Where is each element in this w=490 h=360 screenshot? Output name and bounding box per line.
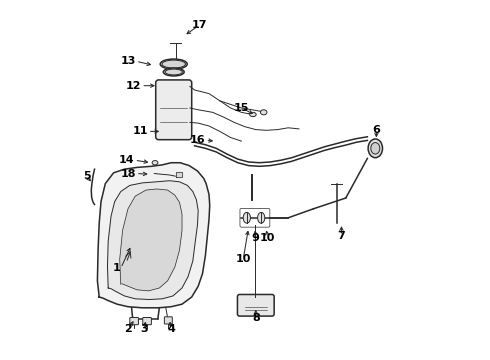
Text: 4: 4 (167, 324, 175, 334)
Ellipse shape (243, 212, 250, 223)
Text: 15: 15 (234, 103, 249, 113)
Ellipse shape (163, 68, 184, 76)
Text: 1: 1 (113, 263, 121, 273)
Text: 8: 8 (252, 312, 260, 323)
Ellipse shape (162, 60, 185, 68)
Text: 3: 3 (141, 324, 148, 334)
Text: 11: 11 (132, 126, 148, 136)
Polygon shape (120, 189, 182, 291)
Text: 6: 6 (372, 125, 380, 135)
Text: 5: 5 (83, 171, 91, 181)
Text: 13: 13 (121, 56, 136, 66)
Ellipse shape (250, 112, 256, 117)
Text: 2: 2 (124, 324, 132, 334)
Text: 17: 17 (192, 20, 207, 30)
Text: 14: 14 (119, 155, 134, 165)
Text: 18: 18 (121, 168, 136, 179)
Text: 10: 10 (236, 254, 251, 264)
Text: 10: 10 (260, 233, 275, 243)
Polygon shape (98, 163, 210, 308)
Polygon shape (107, 181, 198, 300)
FancyBboxPatch shape (143, 318, 151, 325)
Text: 12: 12 (126, 81, 141, 91)
Ellipse shape (258, 212, 265, 223)
Text: 9: 9 (252, 233, 260, 243)
Text: 7: 7 (338, 231, 345, 241)
Ellipse shape (165, 69, 182, 75)
FancyBboxPatch shape (164, 317, 172, 324)
FancyBboxPatch shape (156, 80, 192, 140)
Ellipse shape (160, 59, 187, 69)
Ellipse shape (371, 143, 380, 154)
FancyBboxPatch shape (238, 294, 274, 316)
Ellipse shape (261, 110, 267, 115)
FancyBboxPatch shape (130, 318, 139, 325)
Ellipse shape (152, 161, 158, 165)
Text: 16: 16 (190, 135, 205, 145)
Ellipse shape (368, 139, 383, 158)
